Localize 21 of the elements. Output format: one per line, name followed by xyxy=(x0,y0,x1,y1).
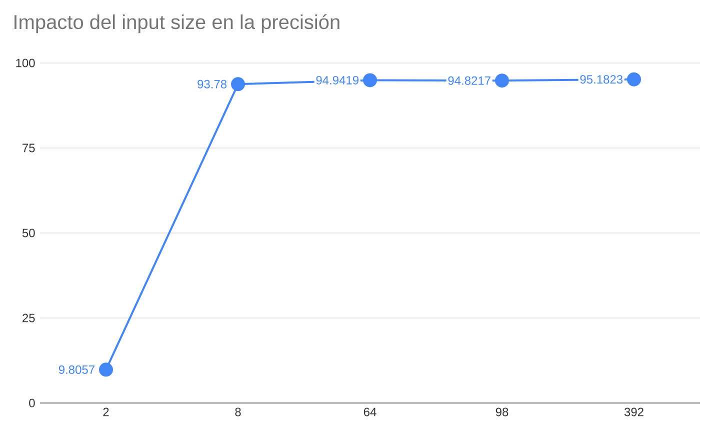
data-label: 9.8057 xyxy=(58,365,94,374)
x-tick-label: 98 xyxy=(496,408,508,416)
data-label: 95.1823 xyxy=(580,75,623,84)
point xyxy=(627,72,642,86)
data-label: 94.9419 xyxy=(316,76,358,84)
point xyxy=(495,74,510,88)
data-label: 93.78 xyxy=(198,80,227,88)
point xyxy=(363,73,378,88)
chart-title: Impacto del input size en la precisión xyxy=(14,14,340,34)
point xyxy=(231,77,246,92)
y-tick-label: 75 xyxy=(22,144,35,152)
y-tick-label: 50 xyxy=(22,228,35,238)
point xyxy=(99,362,114,377)
y-tick-label: 0 xyxy=(29,398,35,408)
x-tick-label: 64 xyxy=(364,408,376,416)
y-tick-label: 100 xyxy=(16,58,35,68)
x-tick-label: 2 xyxy=(103,408,109,416)
y-tick-label: 25 xyxy=(22,314,35,322)
x-tick-label: 8 xyxy=(235,408,241,416)
x-tick-label: 392 xyxy=(624,408,644,416)
data-label: 94.8217 xyxy=(448,76,490,85)
